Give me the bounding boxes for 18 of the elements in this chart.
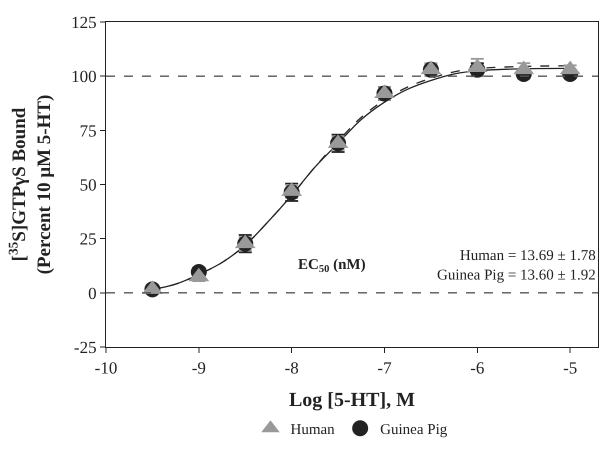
x-axis-title: Log [5-HT], M <box>288 388 416 411</box>
y-tick-label: 0 <box>88 284 97 303</box>
legend-label: Human <box>290 422 336 438</box>
legend-label: Guinea Pig <box>380 422 448 438</box>
x-tick-label: -8 <box>284 358 299 378</box>
x-tick-label: -6 <box>470 358 484 378</box>
x-tick-label: -7 <box>377 358 392 378</box>
y-tick-label: 50 <box>80 175 97 194</box>
y-tick-label: 25 <box>80 230 97 249</box>
x-tick-label: -5 <box>563 358 578 378</box>
y-tick-label: 75 <box>80 121 97 140</box>
annotation: Human = 13.69 ± 1.78 Guinea Pig = 13.60 ± 1.92 <box>437 248 596 284</box>
y-tick-label: -25 <box>74 338 97 357</box>
x-tick-label: -9 <box>192 358 206 378</box>
annotation: EC$_{50}$ (nM) <box>298 257 366 276</box>
y-tick-label: 100 <box>71 67 97 86</box>
y-tick-label: 125 <box>71 12 97 32</box>
x-tick-label: -10 <box>94 358 118 378</box>
